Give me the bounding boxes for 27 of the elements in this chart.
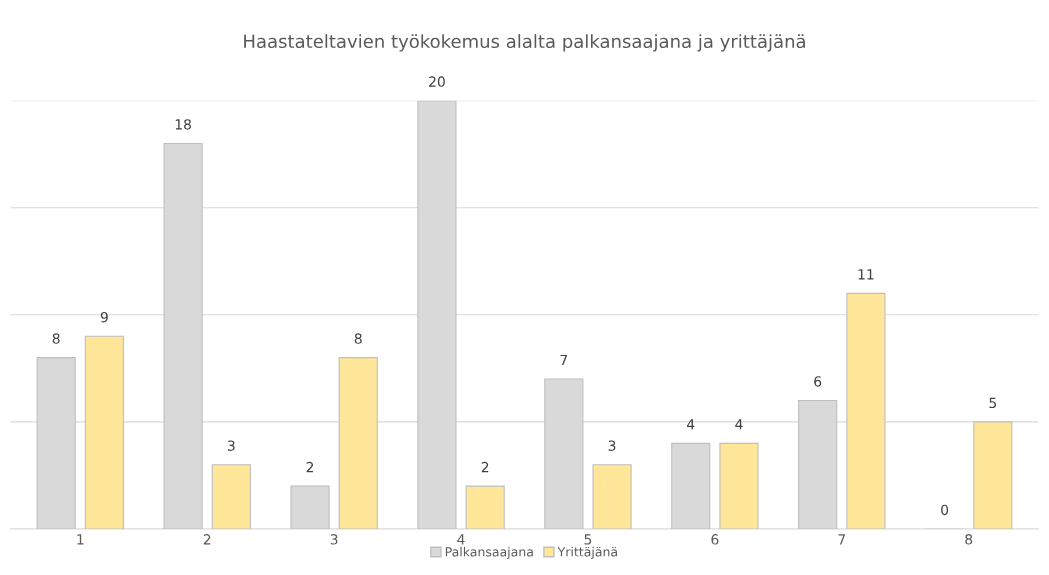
data-label: 3 (227, 440, 235, 451)
data-label: 4 (735, 419, 743, 430)
data-label: 2 (481, 461, 489, 473)
data-label: 7 (560, 354, 568, 366)
x-tick-label: 4 (457, 534, 465, 545)
legend-label: Palkansaajana (445, 546, 533, 559)
x-tick-label: 8 (965, 534, 973, 545)
data-label: 9 (100, 311, 108, 323)
data-label: 11 (858, 269, 874, 280)
chart-title: Haastateltavien työkokemus alalta palkansaajana ja yrittäjänä (244, 34, 805, 52)
x-tick-label: 6 (711, 534, 719, 545)
data-label: 2 (306, 461, 314, 473)
x-tick-label: 2 (203, 534, 211, 545)
data-label: 0 (941, 504, 949, 516)
x-tick-label: 5 (584, 534, 592, 545)
data-label: 5 (989, 397, 997, 409)
data-label: 18 (175, 119, 191, 130)
data-label: 4 (687, 419, 695, 430)
data-label: 6 (814, 376, 822, 387)
data-label: 8 (52, 333, 60, 344)
data-label: 3 (608, 440, 616, 451)
legend-label: Yrittäjänä (557, 546, 617, 559)
x-tick-label: 3 (330, 534, 338, 545)
x-tick-label: 1 (77, 534, 84, 545)
x-tick-label: 7 (838, 534, 846, 545)
data-label: 20 (429, 76, 445, 87)
data-label: 8 (354, 333, 362, 344)
